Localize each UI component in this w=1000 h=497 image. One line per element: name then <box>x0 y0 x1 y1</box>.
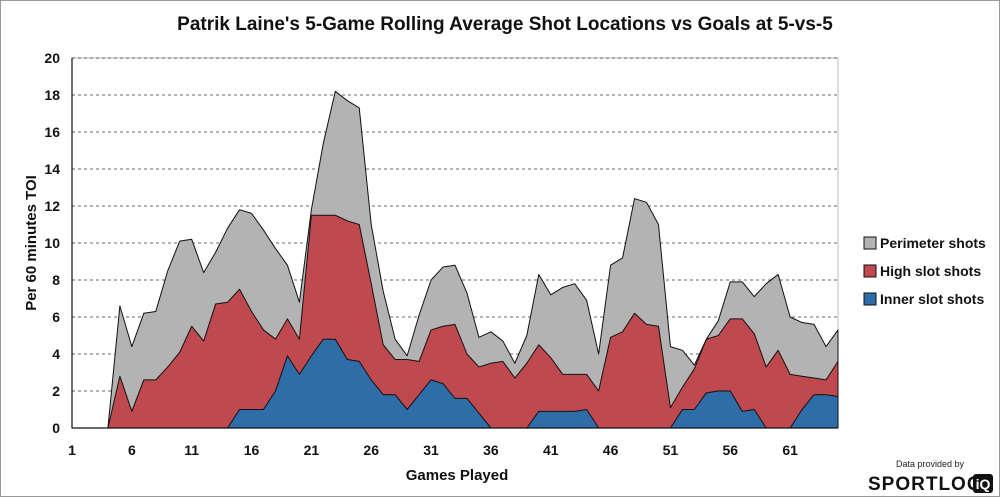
y-tick-label: 16 <box>44 124 60 140</box>
x-tick-label: 36 <box>483 442 499 458</box>
x-tick-label: 1 <box>68 442 76 458</box>
y-tick-label: 20 <box>44 50 60 66</box>
x-tick-label: 26 <box>363 442 379 458</box>
x-tick-label: 61 <box>782 442 798 458</box>
stacked-areas <box>71 90 839 429</box>
y-tick-label: 0 <box>52 420 60 436</box>
legend-label-high-slot-shots: High slot shots <box>880 263 981 279</box>
brand-logo-text: SPORTLOG <box>868 474 983 495</box>
legend-swatch-perimeter-shots <box>863 236 877 250</box>
y-tick-label: 2 <box>52 383 60 399</box>
credit-line: Data provided by <box>896 459 965 469</box>
x-tick-label: 56 <box>722 442 738 458</box>
y-tick-labels: 0 2 4 6 8 10 12 14 16 18 20 <box>44 50 60 436</box>
y-tick-label: 18 <box>44 87 60 103</box>
y-axis-title: Per 60 minutes TOI <box>23 175 40 311</box>
y-tick-label: 10 <box>44 235 60 251</box>
y-tick-label: 6 <box>52 309 60 325</box>
x-tick-label: 51 <box>663 442 679 458</box>
axes <box>71 58 838 429</box>
x-tick-label: 21 <box>304 442 320 458</box>
x-tick-label: 41 <box>543 442 559 458</box>
x-tick-label: 31 <box>423 442 439 458</box>
x-axis-title: Games Played <box>406 467 509 484</box>
brand-logo-suffix: iQ <box>976 476 991 492</box>
legend-label-perimeter-shots: Perimeter shots <box>880 235 986 251</box>
x-tick-label: 11 <box>184 442 199 458</box>
legend: Perimeter shots High slot shots Inner slot… <box>863 235 986 307</box>
area-high-slot-shots <box>71 214 839 429</box>
x-tick-label: 16 <box>244 442 260 458</box>
y-tick-label: 14 <box>44 161 60 177</box>
brand-logo-badge <box>973 474 993 493</box>
chart-title: Patrik Laine's 5-Game Rolling Average Sh… <box>177 14 833 35</box>
legend-swatch-high-slot-shots <box>863 264 877 278</box>
x-tick-label: 46 <box>603 442 619 458</box>
y-tick-label: 12 <box>44 198 60 214</box>
x-tick-label: 6 <box>128 442 136 458</box>
y-tick-label: 4 <box>52 346 60 362</box>
legend-label-inner-slot-shots: Inner slot shots <box>880 291 984 307</box>
x-tick-labels: 1 6 11 16 21 26 31 36 41 46 51 56 61 <box>68 442 798 458</box>
legend-swatch-inner-slot-shots <box>863 292 877 306</box>
y-tick-label: 8 <box>52 272 60 288</box>
